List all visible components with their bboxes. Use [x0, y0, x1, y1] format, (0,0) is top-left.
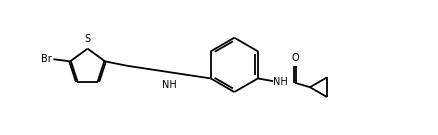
Text: NH: NH [162, 80, 176, 90]
Text: NH: NH [273, 77, 288, 87]
Text: S: S [85, 34, 91, 44]
Text: O: O [291, 53, 299, 63]
Text: Br: Br [41, 54, 52, 64]
